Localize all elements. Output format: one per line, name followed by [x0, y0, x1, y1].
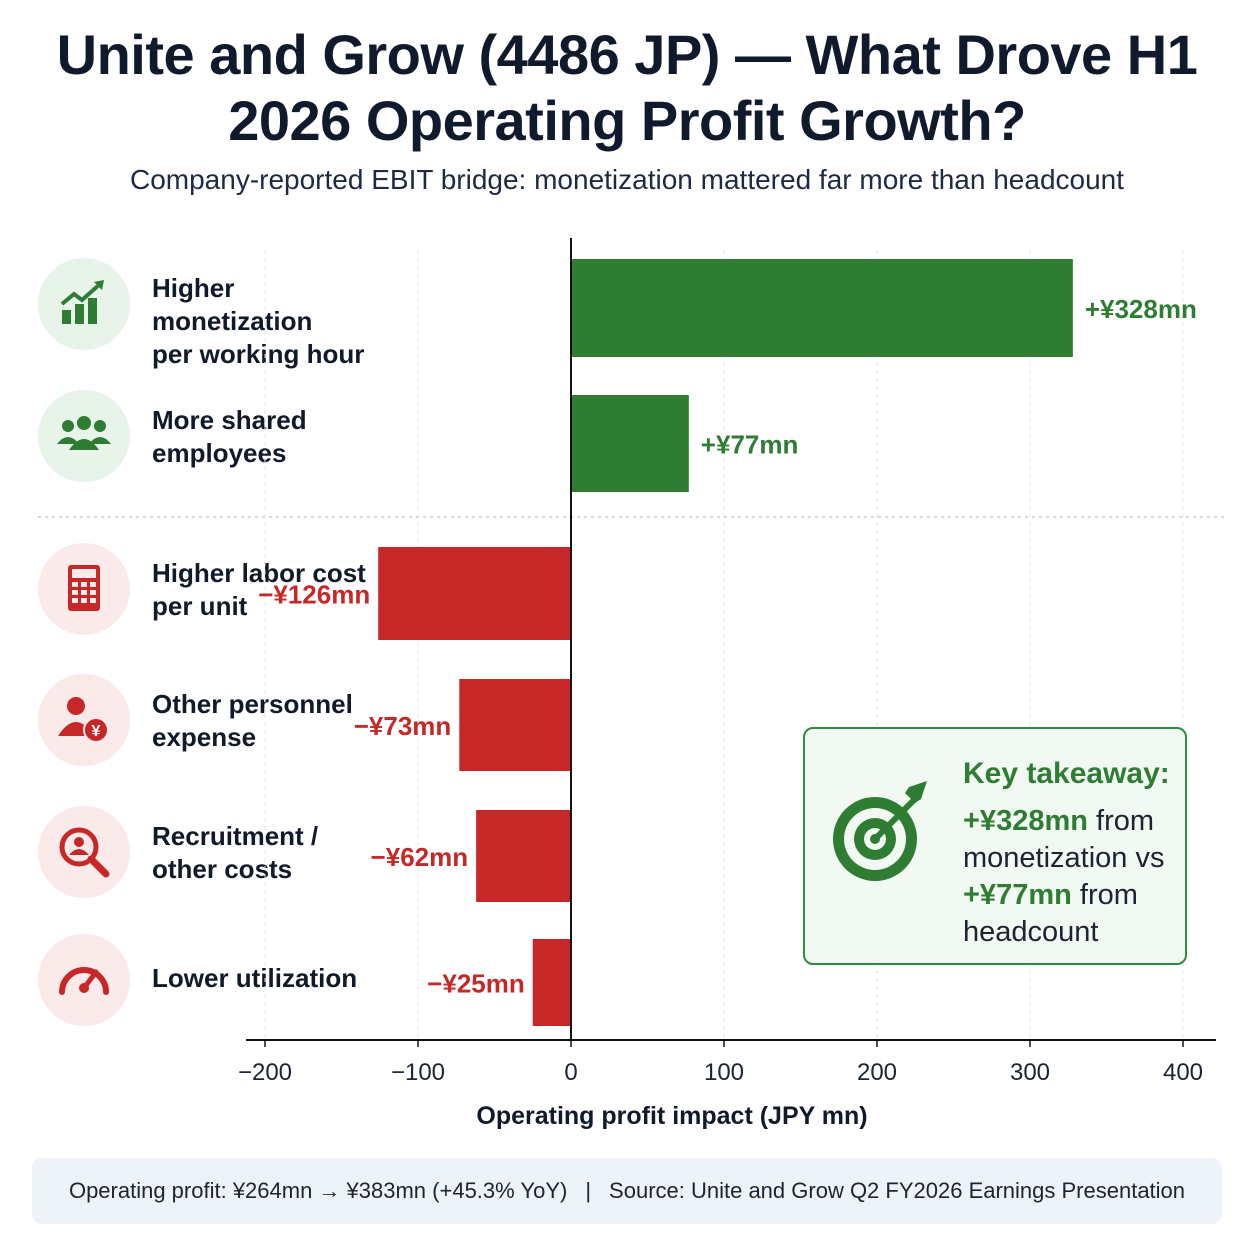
row-utilization: Lower utilization — [0, 928, 1254, 1038]
bar-value-label: −¥73mn — [354, 711, 452, 741]
row-label-line2: other costs — [152, 854, 293, 884]
row-label-line1: More shared — [152, 405, 307, 435]
x-tick-label: 100 — [704, 1059, 744, 1086]
row-label-line1: Recruitment / — [152, 821, 319, 851]
x-tick-label: 0 — [564, 1059, 577, 1086]
row-label-line2: expense — [152, 722, 257, 752]
row-other-personnel: ¥ Other personnel expense — [0, 666, 1254, 776]
row-label-line1: Higher labor cost — [152, 558, 366, 588]
people-group-icon — [38, 390, 130, 482]
footer-source: Source: Unite and Grow Q2 FY2026 Earning… — [609, 1178, 1186, 1203]
bar — [459, 679, 571, 771]
page-subtitle: Company-reported EBIT bridge: monetizati… — [129, 164, 1125, 195]
row-label-line2: employees — [152, 438, 287, 468]
x-axis-title: Operating profit impact (JPY mn) — [476, 1102, 867, 1130]
footer-separator: | — [585, 1178, 592, 1203]
takeaway-value-1: +¥328mn — [963, 805, 1088, 837]
bar — [532, 939, 571, 1026]
takeaway-text-1: from monetization vs — [963, 805, 1165, 874]
bar — [571, 259, 1073, 357]
row-label-line1: Higher monetization — [152, 273, 313, 336]
growth-chart-icon — [38, 258, 130, 350]
row-label-line2: per unit — [152, 591, 248, 621]
speedometer-icon — [38, 934, 130, 1026]
row-label-line1: Lower utilization — [152, 963, 358, 993]
x-tick-label: 400 — [1163, 1059, 1203, 1086]
x-tick-label: −100 — [391, 1059, 445, 1086]
x-tick-label: −200 — [238, 1059, 292, 1086]
row-monetization: Higher monetization per working hour — [0, 250, 1254, 369]
target-arrow-icon — [833, 781, 927, 881]
row-label-line2: per working hour — [152, 339, 365, 369]
bar-value-label: +¥328mn — [1085, 294, 1197, 324]
row-recruitment: Recruitment / other costs — [0, 798, 1254, 908]
bar — [476, 810, 571, 902]
calculator-icon — [38, 543, 130, 635]
svg-text:¥: ¥ — [92, 723, 101, 740]
takeaway-body: +¥328mn from monetization vs +¥77mn from… — [963, 803, 1183, 951]
bar — [378, 547, 571, 640]
search-person-icon — [38, 806, 130, 898]
x-tick-label: 300 — [1010, 1059, 1050, 1086]
row-labor-cost: Higher labor cost per unit — [0, 535, 1254, 645]
takeaway-value-2: +¥77mn — [963, 879, 1072, 911]
key-takeaway-box: Key takeaway: +¥328mn from monetization … — [803, 727, 1187, 965]
bar-value-label: −¥25mn — [427, 969, 525, 999]
page-title: Unite and Grow (4486 JP) — What Drove H1… — [56, 23, 1198, 152]
takeaway-text-2: from headcount — [963, 879, 1138, 948]
takeaway-title: Key takeaway: — [963, 757, 1170, 790]
footer-bar: Operating profit: ¥264mn → ¥383mn (+45.3… — [32, 1158, 1222, 1224]
bar-value-label: +¥77mn — [701, 430, 799, 460]
footer-operating-profit: Operating profit: ¥264mn → ¥383mn (+45.3… — [68, 1178, 568, 1203]
row-label-line1: Other personnel — [152, 689, 353, 719]
row-shared-employees: More shared employees — [0, 382, 1254, 492]
person-yen-icon: ¥ — [38, 674, 130, 766]
bar-value-label: −¥62mn — [371, 842, 469, 872]
x-tick-label: 200 — [857, 1059, 897, 1086]
bar — [571, 395, 689, 492]
bar-value-label: −¥126mn — [258, 580, 370, 610]
